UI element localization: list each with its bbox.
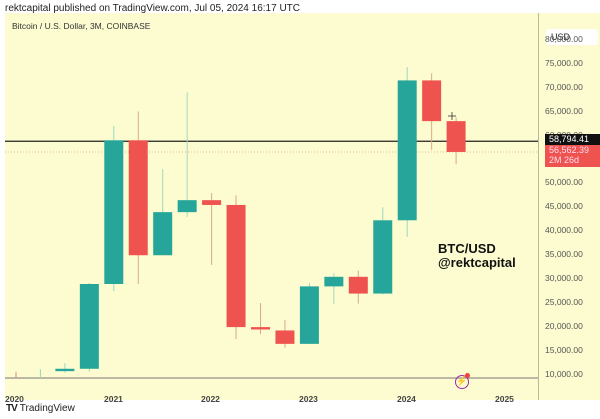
candle[interactable] [153,169,173,256]
time-tick-label: 2022 [201,394,220,404]
brand-name: TradingView [19,403,75,414]
candle[interactable] [104,125,124,292]
symbol-title: Bitcoin / U.S. Dollar, 3M, COINBASE [12,21,151,31]
candle[interactable] [202,192,222,265]
candle[interactable] [397,67,417,238]
watermark-symbol: BTC/USD [438,241,496,256]
current-price-value: 56,562.39 [549,145,590,155]
time-tick-label: 2025 [495,394,514,404]
candle[interactable] [324,272,344,305]
price-tick-label: 35,000.00 [545,249,583,260]
publish-info: rektcapital published on TradingView.com… [5,3,300,14]
price-tick-label: 30,000.00 [545,273,583,284]
candle[interactable] [226,195,246,340]
candle[interactable] [446,117,466,165]
candle[interactable] [251,303,270,335]
countdown-value: 2M 26d [549,155,580,165]
price-axis[interactable] [538,13,600,400]
time-tick-label: 2021 [104,394,123,404]
time-tick-label: 2020 [5,394,24,404]
candle[interactable] [128,111,148,284]
chart-area[interactable]: Bitcoin / U.S. Dollar, 3M, COINBASE USD … [5,13,600,404]
price-tick-label: 40,000.00 [545,225,583,236]
time-tick-label: 2024 [397,394,416,404]
price-tick-label: 45,000.00 [545,201,583,212]
candle[interactable] [373,207,393,295]
price-tick-label: 70,000.00 [545,81,583,92]
notification-dot-icon [465,373,470,378]
tradingview-logo-icon: TV [6,403,18,414]
candle[interactable] [299,283,319,344]
price-tick-label: 80,000.00 [545,33,583,44]
candlestick-plot[interactable] [5,13,600,400]
price-tick-label: 50,000.00 [545,177,583,188]
price-tick-label: 25,000.00 [545,297,583,308]
candle[interactable] [275,319,295,348]
price-tick-label: 65,000.00 [545,105,583,116]
footer: TV TradingView [6,403,75,414]
lightning-icon[interactable]: ⚡ [455,375,469,389]
watermark-author: @rektcapital [438,255,516,270]
candle[interactable] [79,283,99,372]
level-line-label: 58,794.41 [545,134,600,145]
price-tick-label: 20,000.00 [545,321,583,332]
candle[interactable] [177,92,197,217]
current-price-label: 56,562.39 2M 26d [545,145,600,167]
price-tick-label: 15,000.00 [545,345,583,356]
watermark: BTC/USD @rektcapital [438,242,516,270]
currency-button[interactable]: USD [546,29,598,45]
price-tick-label: 10,000.00 [545,369,583,379]
time-tick-label: 2023 [299,394,318,404]
candle[interactable] [55,363,75,373]
candle[interactable] [422,73,442,150]
price-tick-label: 75,000.00 [545,57,583,68]
candle[interactable] [348,270,368,304]
